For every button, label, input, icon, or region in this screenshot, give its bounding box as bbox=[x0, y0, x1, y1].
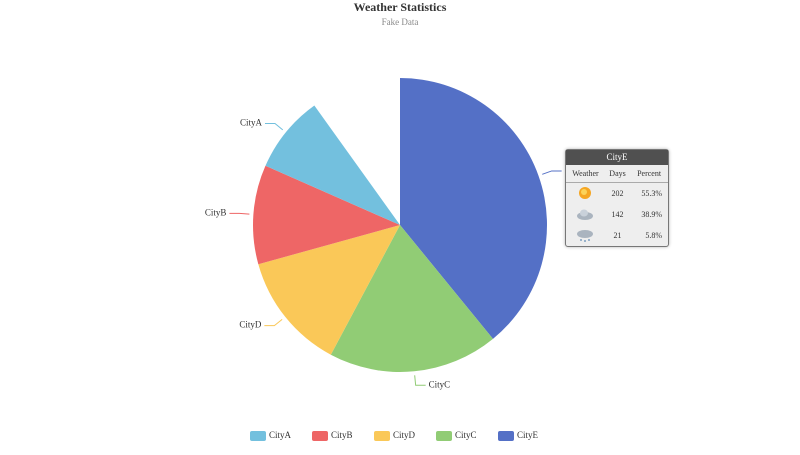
legend-label: CityB bbox=[331, 430, 353, 440]
tooltip-cell: 55.3% bbox=[641, 189, 662, 198]
slice-label: CityA bbox=[240, 118, 263, 128]
legend-label: CityE bbox=[517, 430, 539, 440]
label-line bbox=[414, 375, 426, 386]
legend-swatch bbox=[498, 431, 514, 441]
sun-icon bbox=[579, 186, 592, 199]
pie-slice bbox=[400, 78, 547, 339]
legend-swatch bbox=[436, 431, 452, 441]
legend-swatch bbox=[312, 431, 328, 441]
legend-label: CityA bbox=[269, 430, 292, 440]
tooltip-cell: 142 bbox=[611, 210, 624, 219]
snow-icon bbox=[577, 229, 594, 242]
cloud-icon bbox=[577, 209, 594, 220]
legend-swatch bbox=[374, 431, 390, 441]
label-line bbox=[542, 170, 562, 175]
label-line bbox=[264, 319, 283, 327]
tooltip: CityE Weather Days Percent 202 55.3% 142 3… bbox=[565, 149, 669, 247]
pie-slice bbox=[253, 165, 400, 265]
pie-slice bbox=[258, 225, 400, 355]
legend-label: CityD bbox=[393, 430, 416, 440]
slice-label: CityD bbox=[239, 320, 262, 330]
tooltip-header: Weather bbox=[566, 165, 605, 183]
pie-slice bbox=[330, 225, 493, 373]
label-line bbox=[229, 212, 250, 215]
chart-title: Weather Statistics bbox=[354, 0, 447, 14]
legend-label: CityC bbox=[455, 430, 477, 440]
tooltip-header: Days bbox=[604, 165, 631, 183]
tooltip-header: Percent bbox=[630, 165, 668, 183]
tooltip-cell: 202 bbox=[611, 189, 624, 198]
tooltip-title: CityE bbox=[566, 150, 668, 165]
pie-slice bbox=[265, 105, 400, 225]
tooltip-cell: 38.9% bbox=[641, 210, 662, 219]
label-line bbox=[264, 123, 284, 131]
chart-subtitle: Fake Data bbox=[382, 17, 419, 27]
legend-swatch bbox=[250, 431, 266, 441]
tooltip-cell: 21 bbox=[613, 231, 622, 240]
slice-label: CityB bbox=[205, 207, 227, 217]
tooltip-table: Weather Days Percent 202 55.3% 142 38.9% 2… bbox=[566, 165, 668, 246]
tooltip-cell: 5.8% bbox=[645, 231, 662, 240]
slice-label: CityC bbox=[429, 379, 451, 389]
